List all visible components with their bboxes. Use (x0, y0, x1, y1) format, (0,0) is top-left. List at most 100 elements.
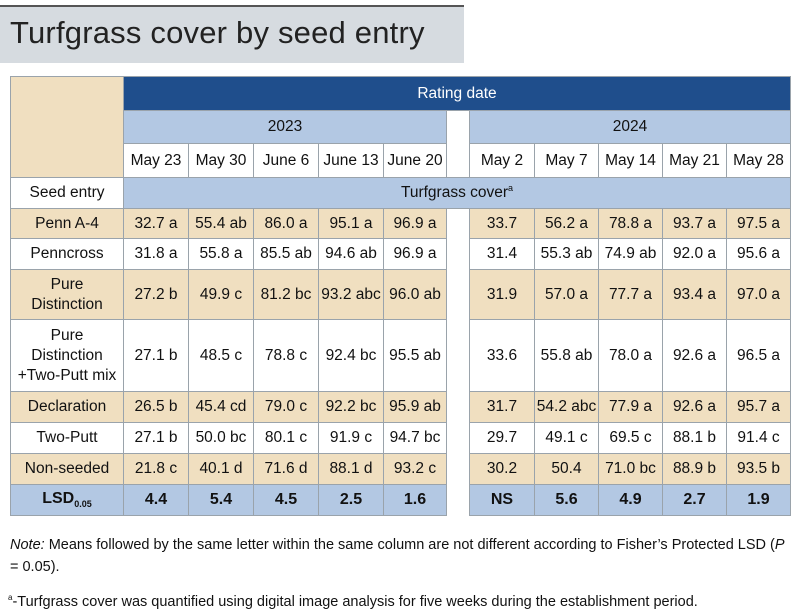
note-text-1: Means followed by the same letter within… (44, 537, 775, 553)
lsd-value-2024: 4.9 (598, 484, 663, 516)
cover-value-2024: 33.7 (469, 208, 535, 239)
cover-value-2024: 78.0 a (598, 319, 663, 392)
cover-value-2024: 77.7 a (598, 269, 663, 320)
cover-value-2024: 97.5 a (725, 208, 792, 239)
cover-value-2024: 93.7 a (662, 208, 727, 239)
year-header-2024: 2024 (468, 110, 792, 144)
cover-value-2023: 86.0 a (253, 208, 319, 239)
cover-value-2023: 79.0 c (253, 391, 319, 423)
date-header-2023: May 30 (188, 143, 254, 178)
cover-value-2023: 94.6 ab (318, 238, 384, 270)
lsd-value-2023: 1.6 (383, 484, 447, 516)
footnote-text: -Turfgrass cover was quantified using di… (12, 593, 698, 610)
lsd-value-2024: 5.6 (534, 484, 599, 516)
seed-entry-header: Seed entry (10, 177, 124, 209)
date-header-2024: May 2 (469, 143, 535, 178)
cover-value-2023: 93.2 c (383, 453, 447, 485)
rating-date-header: Rating date (122, 76, 792, 111)
table-row: Penncross 31.8 a 55.8 a 85.5 ab 94.6 ab 96.9 … (10, 238, 792, 270)
cover-value-2023: 32.7 a (123, 208, 189, 239)
date-header-2024: May 21 (662, 143, 727, 178)
lsd-text: LSD (42, 490, 75, 508)
cover-value-2023: 78.8 c (253, 319, 319, 392)
cover-value-2023: 27.1 b (123, 319, 189, 392)
cover-value-2023: 55.4 ab (188, 208, 254, 239)
date-header-row: May 23 May 30 June 6 June 13 June 20 May 2 May… (11, 143, 792, 178)
seed-entry-name: Penncross (10, 238, 124, 270)
cover-value-2023: 31.8 a (123, 238, 189, 270)
cover-value-2024: 92.6 a (662, 319, 727, 392)
lsd-value-2024: 2.7 (662, 484, 727, 516)
cover-value-2024: 69.5 c (598, 422, 663, 454)
lsd-value-2024: NS (469, 484, 535, 516)
date-header-2023: May 23 (123, 143, 189, 178)
cover-value-2023: 95.1 a (318, 208, 384, 239)
table-row: Penn A-4 32.7 a 55.4 ab 86.0 a 95.1 a 96.9 a 3… (10, 208, 792, 239)
year-header-2023: 2023 (123, 110, 447, 144)
cover-value-2024: 71.0 bc (598, 453, 663, 485)
cover-value-2024: 95.7 a (725, 391, 792, 423)
seed-entry-name: Pure Distinction +Two-Putt mix (10, 319, 124, 392)
cover-value-2023: 27.1 b (123, 422, 189, 454)
lsd-value-2023: 4.5 (253, 484, 319, 516)
cover-value-2024: 31.7 (469, 391, 535, 423)
cover-value-2023: 40.1 d (188, 453, 254, 485)
footnote: a-Turfgrass cover was quantified using d… (8, 588, 798, 612)
corner-cell (10, 76, 124, 178)
table-row: Pure Distinction +Two-Putt mix 27.1 b 48.5 c… (10, 319, 792, 392)
column-gap (446, 238, 470, 270)
date-header-2024: May 7 (534, 143, 599, 178)
cover-value-2024: 55.8 ab (534, 319, 599, 392)
table-row: Declaration 26.5 b 45.4 cd 79.0 c 92.2 bc 95.… (10, 391, 792, 423)
title-top-rule (0, 5, 464, 7)
lsd-value-2023: 5.4 (188, 484, 254, 516)
cover-value-2024: 54.2 abc (534, 391, 599, 423)
cover-value-2024: 93.5 b (725, 453, 792, 485)
cover-value-2024: 95.6 a (725, 238, 792, 270)
cover-value-2023: 80.1 c (253, 422, 319, 454)
turfgrass-cover-table: Rating date 2023 2024 May 23 May 30 June 6… (10, 76, 792, 516)
table-body: Penn A-4 32.7 a 55.4 ab 86.0 a 95.1 a 96.9 a 3… (10, 208, 792, 516)
cover-value-2024: 30.2 (469, 453, 535, 485)
cover-value-2023: 49.9 c (188, 269, 254, 320)
column-gap (446, 484, 470, 516)
cover-value-2023: 27.2 b (123, 269, 189, 320)
note-prefix: Note: (10, 537, 45, 553)
cover-value-2023: 71.6 d (253, 453, 319, 485)
cover-value-2024: 92.6 a (662, 391, 727, 423)
note-text-2: = 0.05). (10, 559, 60, 575)
lsd-subscript: 0.05 (74, 499, 92, 510)
cover-value-2024: 74.9 ab (598, 238, 663, 270)
cover-value-2024: 50.4 (534, 453, 599, 485)
cover-label: Turfgrass cover (400, 184, 509, 202)
cover-value-2024: 88.9 b (662, 453, 727, 485)
cover-value-2023: 96.9 a (383, 238, 447, 270)
cover-value-2023: 48.5 c (188, 319, 254, 392)
cover-value-2024: 77.9 a (598, 391, 663, 423)
cover-value-2024: 33.6 (469, 319, 535, 392)
cover-value-2023: 45.4 cd (188, 391, 254, 423)
date-header-2023: June 6 (253, 143, 319, 178)
cover-value-2024: 97.0 a (725, 269, 792, 320)
seed-entry-name: Two-Putt (10, 422, 124, 454)
cover-value-2024: 31.9 (469, 269, 535, 320)
cover-value-2024: 56.2 a (534, 208, 599, 239)
cover-value-2024: 29.7 (469, 422, 535, 454)
column-gap (446, 453, 470, 485)
cover-value-2023: 85.5 ab (253, 238, 319, 270)
cover-value-2023: 21.8 c (123, 453, 189, 485)
footnote-marker: a (8, 593, 13, 602)
lsd-value-2024: 1.9 (725, 484, 792, 516)
column-gap (446, 391, 470, 423)
date-header-2024: May 28 (725, 143, 792, 178)
lsd-label: LSD0.05 (10, 484, 124, 516)
column-gap (446, 269, 470, 320)
turfgrass-cover-header: Turfgrass covera (122, 177, 792, 209)
cover-value-2023: 95.9 ab (383, 391, 447, 423)
cover-value-2023: 92.2 bc (318, 391, 384, 423)
cover-value-2023: 91.9 c (318, 422, 384, 454)
date-header-2023: June 20 (383, 143, 447, 178)
date-header-2023: June 13 (318, 143, 384, 178)
page-title: Turfgrass cover by seed entry (0, 7, 464, 63)
cover-value-2024: 49.1 c (534, 422, 599, 454)
